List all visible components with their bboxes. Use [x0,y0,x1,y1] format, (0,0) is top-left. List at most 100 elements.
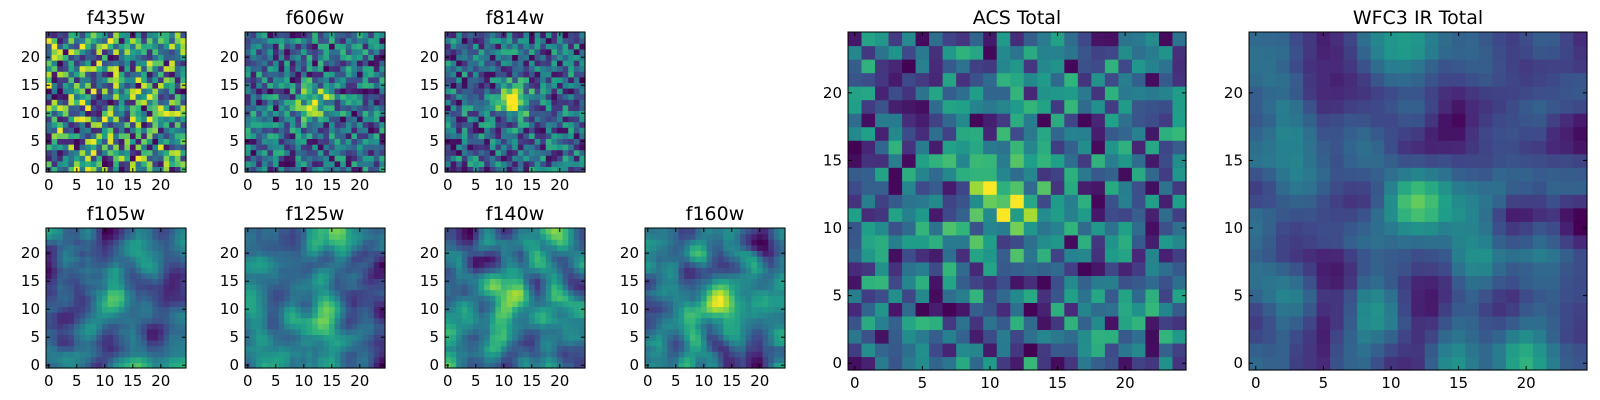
heatmap-cell [551,345,558,352]
heatmap-cell [501,144,508,151]
heatmap-cell [695,228,702,235]
heatmap-cell [180,317,187,324]
heatmap-cell [740,295,747,302]
heatmap-cell [289,127,296,134]
heatmap-cell [695,323,702,330]
heatmap-cell [334,284,341,291]
heatmap-cell [180,60,187,67]
heatmap-cell [79,233,86,240]
heatmap-cell [478,104,485,111]
heatmap-cell [289,88,296,95]
heatmap-cell [450,351,457,358]
heatmap-cell [461,284,468,291]
heatmap-cell [745,256,752,263]
heatmap-cell [357,160,364,167]
heatmap-cell [74,267,81,274]
heatmap-cell [163,362,170,369]
heatmap-cell [301,116,308,123]
heatmap-cell [146,166,153,173]
heatmap-cell [74,82,81,89]
heatmap-cell [1010,329,1025,344]
heatmap-cell [506,43,513,50]
heatmap-cell [579,244,586,251]
heatmap-cell [1131,180,1147,195]
heatmap-cell [124,99,131,106]
heatmap-cell [141,65,148,72]
heatmap-cell [529,295,536,302]
heatmap-cell [768,256,775,263]
heatmap-cell [517,233,524,240]
heatmap-cell [678,272,685,279]
heatmap-cell [250,60,257,67]
heatmap-cell [489,166,496,173]
y-tick-label: 5 [229,328,239,346]
heatmap-cell [562,155,569,162]
heatmap-cell [351,278,358,285]
heatmap-cell [113,166,120,173]
heatmap-cell [1158,248,1174,263]
heatmap-cell [357,60,364,67]
heatmap-cell [888,329,903,344]
heatmap-cell [334,37,341,44]
heatmap-cell [357,54,364,61]
heatmap-cell [456,149,463,156]
heatmap-cell [461,54,468,61]
heatmap-cell [762,261,769,268]
heatmap-cell [523,37,530,44]
heatmap-cell [357,300,364,307]
heatmap-cell [74,65,81,72]
heatmap-cell [667,312,674,319]
heatmap-cell [762,340,769,347]
heatmap-cell [351,104,358,111]
heatmap-cell [57,60,64,67]
heatmap-cell [362,250,369,257]
heatmap-cell [118,239,125,246]
heatmap-cell [529,278,536,285]
heatmap-cell [523,340,530,347]
heatmap-cell [1104,167,1119,182]
heatmap-cell [540,356,547,363]
heatmap-cell [323,132,330,139]
heatmap-cell [180,37,187,44]
heatmap-cell [345,356,352,363]
heatmap-cell [135,284,142,291]
heatmap-cell [317,127,324,134]
heatmap-cell [529,93,536,100]
heatmap-cell [875,221,890,236]
heatmap-cell [124,43,131,50]
heatmap-cell [295,54,302,61]
heatmap-cell [768,351,775,358]
heatmap-cell [373,32,380,39]
heatmap-cell [650,340,657,347]
heatmap-cell [301,356,308,363]
heatmap-cell [706,284,713,291]
heatmap-cell [661,351,668,358]
heatmap-cell [695,340,702,347]
heatmap-cell [130,88,137,95]
heatmap-cell [723,289,730,296]
heatmap-cell [51,93,58,100]
heatmap-cell [529,356,536,363]
heatmap-cell [245,121,252,128]
heatmap-cell [345,345,352,352]
heatmap-cell [661,289,668,296]
heatmap-cell [1158,275,1174,290]
heatmap-cell [284,328,291,335]
heatmap-cell [113,356,120,363]
heatmap-cell [245,340,252,347]
heatmap-cell [278,121,285,128]
heatmap-cell [261,149,268,156]
heatmap-cell [351,71,358,78]
heatmap-cell [506,345,513,352]
heatmap-cell [557,250,564,257]
heatmap-cell [174,160,181,167]
x-tick-label: 10 [494,176,513,194]
heatmap-cell [96,244,103,251]
heatmap-cell [317,132,324,139]
heatmap-cell [667,351,674,358]
heatmap-cell [661,256,668,263]
heatmap-cell [278,116,285,123]
heatmap-cell [368,300,375,307]
heatmap-cell [118,334,125,341]
heatmap-cell [362,110,369,117]
